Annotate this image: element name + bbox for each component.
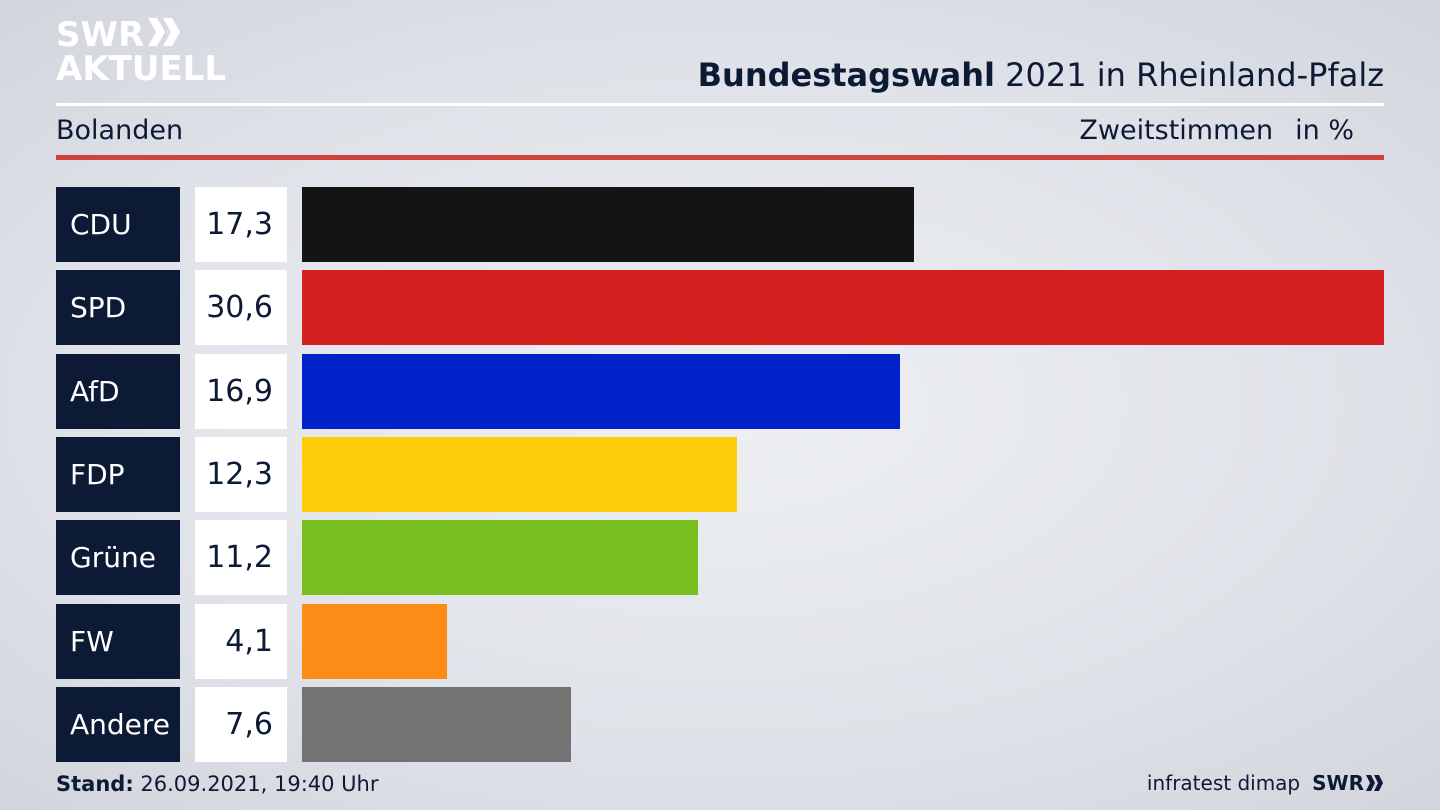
logo-chevron-icon: [148, 18, 182, 52]
title-rest: 2021 in Rheinland-Pfalz: [995, 56, 1384, 94]
header-divider: [56, 103, 1384, 106]
bar-row: Andere 7,6: [56, 687, 1384, 762]
bar: [302, 687, 571, 762]
party-label: FDP: [56, 437, 180, 512]
region-label: Bolanden: [56, 115, 184, 146]
bar: [302, 354, 900, 429]
stand-label: Stand:: [56, 772, 134, 796]
accent-divider: [56, 155, 1384, 160]
party-label: FW: [56, 604, 180, 679]
vote-type-text: Zweitstimmen: [1079, 115, 1274, 146]
footer-chevron-icon: [1366, 775, 1383, 791]
value-label: 16,9: [195, 354, 287, 429]
stand-value: 26.09.2021, 19:40 Uhr: [133, 772, 379, 796]
source-label: infratest dimap: [1146, 771, 1301, 795]
bar-row: SPD 30,6: [56, 270, 1384, 345]
bar-row: CDU 17,3: [56, 187, 1384, 262]
logo-swr-text: SWR: [56, 15, 145, 55]
value-label: 30,6: [195, 270, 287, 345]
bar: [302, 270, 1384, 345]
bar-row: FW 4,1: [56, 604, 1384, 679]
footer-source: infratest dimap SWR: [1147, 771, 1384, 795]
bar-row: AfD 16,9: [56, 354, 1384, 429]
bar: [302, 604, 447, 679]
swr-aktuell-logo: SWR AKTUELL: [56, 18, 226, 86]
party-label: AfD: [56, 354, 180, 429]
value-label: 4,1: [195, 604, 287, 679]
value-label: 12,3: [195, 437, 287, 512]
bar: [302, 520, 698, 595]
party-label: SPD: [56, 270, 180, 345]
bar-row: Grüne 11,2: [56, 520, 1384, 595]
party-label: Andere: [56, 687, 180, 762]
bar-row: FDP 12,3: [56, 437, 1384, 512]
logo-aktuell-text: AKTUELL: [56, 49, 227, 89]
footer-brand: SWR: [1312, 771, 1364, 795]
party-label: Grüne: [56, 520, 180, 595]
unit-label: in %: [1295, 115, 1354, 146]
timestamp: Stand: 26.09.2021, 19:40 Uhr: [56, 772, 379, 796]
party-label: CDU: [56, 187, 180, 262]
value-label: 17,3: [195, 187, 287, 262]
bar: [302, 437, 737, 512]
title-bold: Bundestagswahl: [697, 56, 995, 94]
vote-type-label: Zweitstimmen in %: [1079, 115, 1354, 146]
chart-title: Bundestagswahl 2021 in Rheinland-Pfalz: [698, 56, 1384, 94]
bar: [302, 187, 914, 262]
value-label: 11,2: [195, 520, 287, 595]
value-label: 7,6: [195, 687, 287, 762]
